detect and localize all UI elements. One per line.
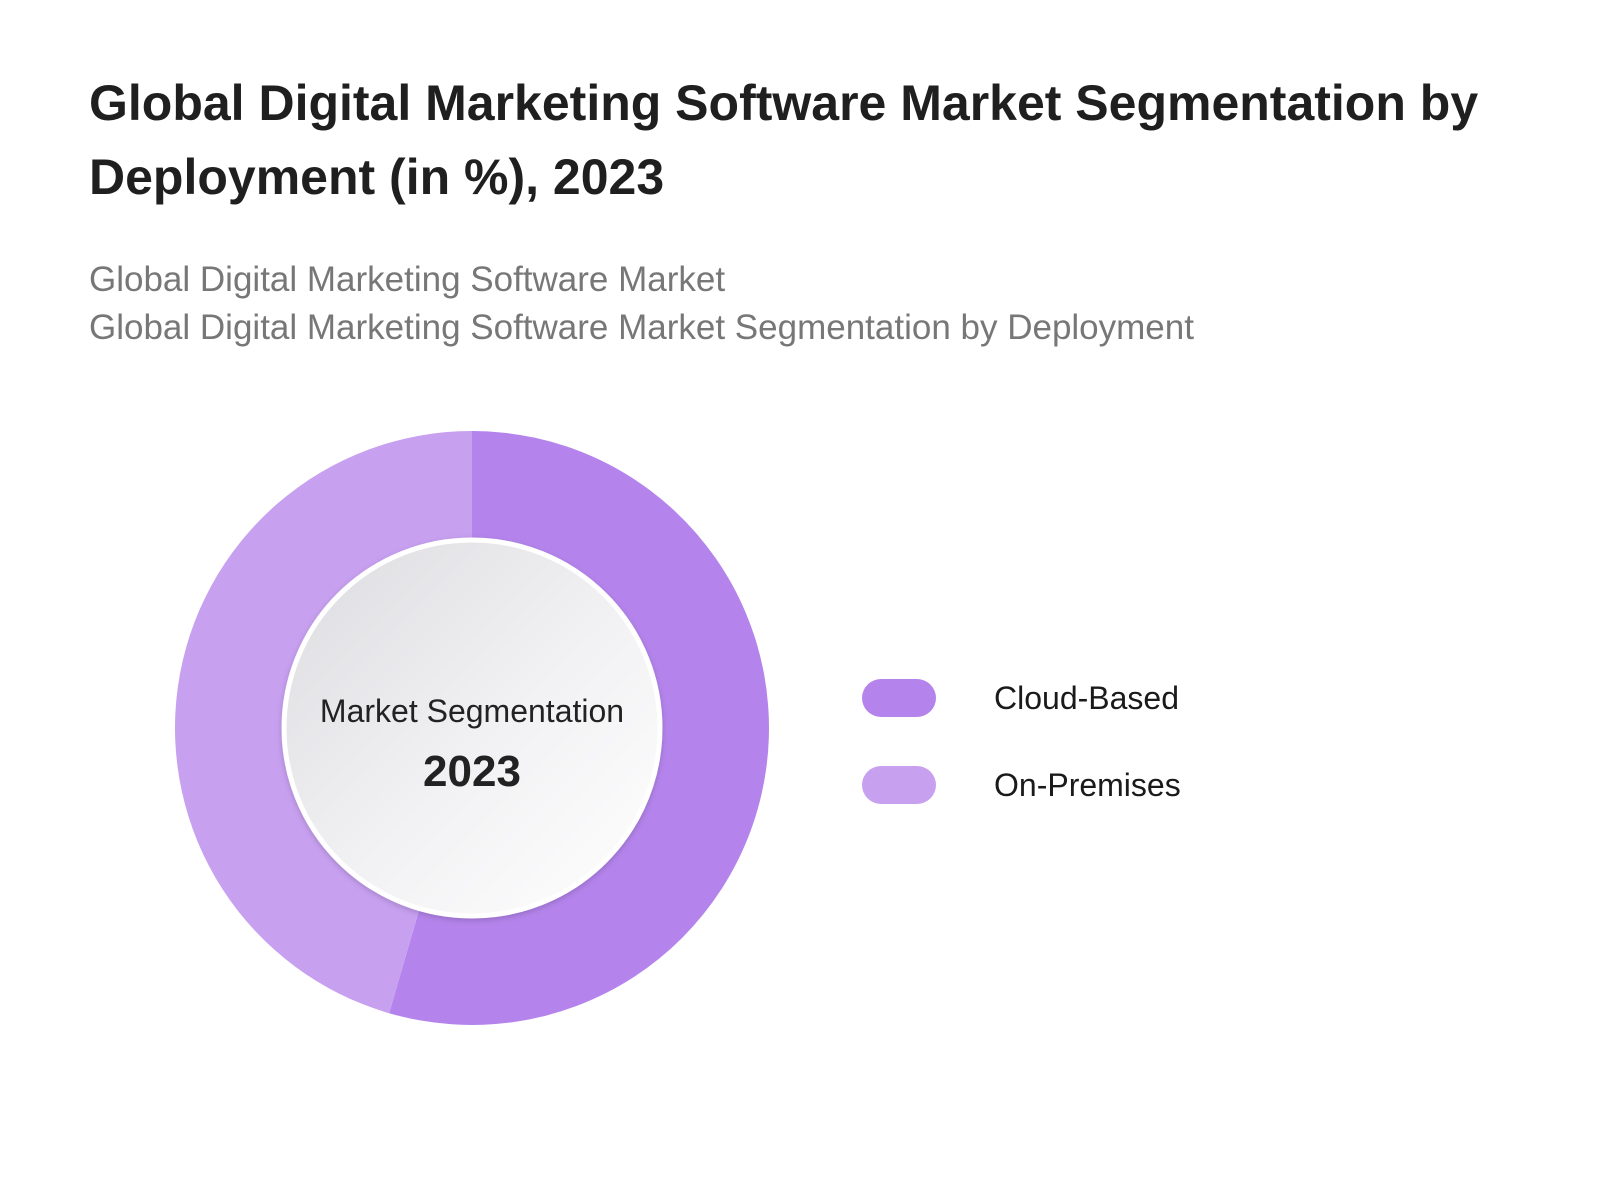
legend-item-cloud-based: Cloud-Based <box>862 679 1181 717</box>
donut-slice-on-premises <box>175 431 472 1014</box>
legend-label-cloud-based: Cloud-Based <box>994 679 1179 716</box>
legend-swatch-cloud-based <box>862 679 936 717</box>
subtitle-line-2: Global Digital Marketing Software Market… <box>89 308 1194 347</box>
legend-item-on-premises: On-Premises <box>862 766 1181 804</box>
chart-title: Global Digital Marketing Software Market… <box>89 75 1479 205</box>
donut-slices <box>175 431 770 1025</box>
donut-center-year: 2023 <box>423 747 521 796</box>
subtitle-line-1: Global Digital Marketing Software Market <box>89 260 726 299</box>
legend-swatch-on-premises <box>862 766 936 804</box>
chart-legend: Cloud-Based On-Premises <box>862 679 1181 853</box>
donut-center-label: Market Segmentation <box>320 693 624 729</box>
legend-label-on-premises: On-Premises <box>994 766 1181 803</box>
donut-slice-cloud-based <box>389 431 770 1025</box>
donut-center-disc <box>281 537 663 919</box>
chart-subtitle: Global Digital Marketing Software Market… <box>89 256 1529 352</box>
